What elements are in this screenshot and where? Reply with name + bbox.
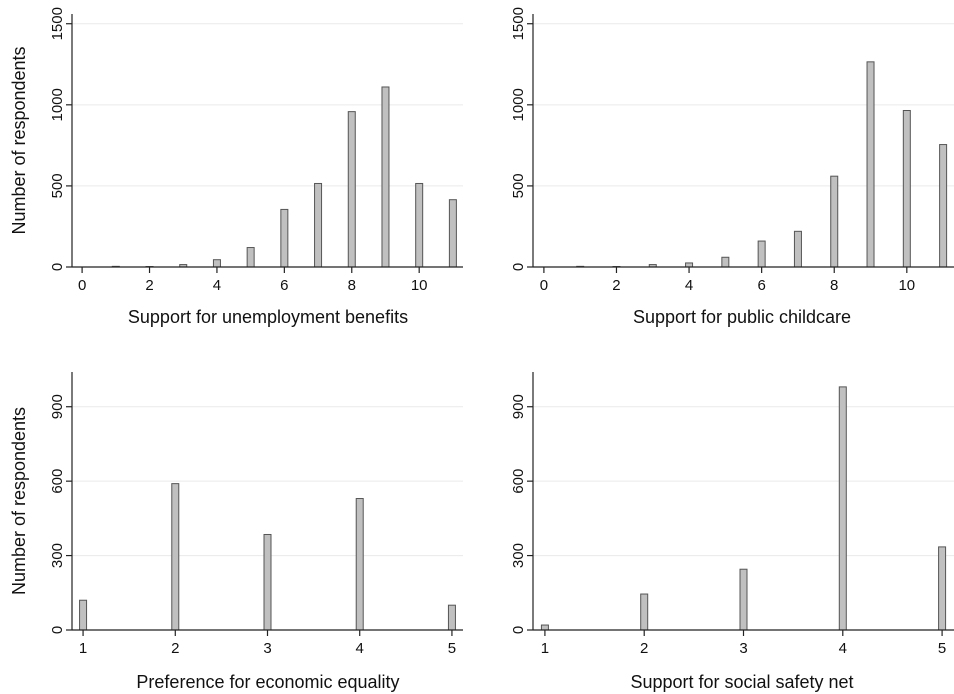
bar <box>739 568 748 631</box>
x-tick-label: 2 <box>612 277 620 294</box>
x-tick-label: 2 <box>640 640 648 657</box>
x-tick-label: 3 <box>263 640 271 657</box>
bar <box>540 624 549 631</box>
x-axis-label: Preference for economic equality <box>136 672 399 692</box>
y-tick-label: 600 <box>49 469 66 494</box>
bar <box>838 386 847 631</box>
x-tick-label: 0 <box>78 277 86 294</box>
x-tick-label: 8 <box>830 277 838 294</box>
y-tick-label: 1000 <box>510 88 527 121</box>
x-tick-label: 6 <box>757 277 765 294</box>
bar <box>757 240 766 268</box>
y-tick-label: 1500 <box>49 7 66 40</box>
x-tick-label: 4 <box>685 277 693 294</box>
panel-social-safety-net: 0 300 600 900 1 2 3 4 5 Support for social safety… <box>510 372 954 692</box>
y-tick-label: 0 <box>49 263 66 271</box>
bar <box>938 546 947 631</box>
y-tick-label: 500 <box>510 173 527 198</box>
bar <box>415 182 424 268</box>
y-tick-label: 500 <box>49 173 66 198</box>
x-tick-label: 4 <box>213 277 221 294</box>
bar <box>640 593 649 631</box>
x-axis-label: Support for public childcare <box>633 307 851 327</box>
bar <box>866 61 875 268</box>
bar <box>79 599 88 631</box>
x-tick-label: 2 <box>171 640 179 657</box>
bar <box>721 256 730 268</box>
x-tick-label: 5 <box>448 640 456 657</box>
y-tick-label: 0 <box>510 263 527 271</box>
y-tick-label: 0 <box>510 626 527 634</box>
bar <box>448 199 457 268</box>
bar <box>830 175 839 268</box>
y-tick-label: 600 <box>510 469 527 494</box>
y-tick-label: 1500 <box>510 7 527 40</box>
bar <box>263 533 272 631</box>
bar <box>939 144 948 268</box>
y-tick-label: 0 <box>49 626 66 634</box>
y-tick-label: 1000 <box>49 88 66 121</box>
x-tick-label: 5 <box>938 640 946 657</box>
y-tick-label: 900 <box>49 394 66 419</box>
panel-public-childcare: 0 500 1000 1500 0 2 4 6 8 10 Support for public ch… <box>510 7 954 327</box>
bar <box>381 86 390 268</box>
bar <box>212 259 221 268</box>
y-tick-label: 900 <box>510 394 527 419</box>
x-axis-label: Support for unemployment benefits <box>128 307 408 327</box>
bar <box>685 262 694 268</box>
bar <box>314 182 323 268</box>
x-tick-label: 3 <box>739 640 747 657</box>
bar <box>447 604 456 631</box>
x-tick-label: 10 <box>898 277 915 294</box>
y-tick-label: 300 <box>49 543 66 568</box>
x-tick-label: 2 <box>145 277 153 294</box>
x-tick-label: 4 <box>839 640 847 657</box>
bar <box>246 247 255 268</box>
x-tick-label: 1 <box>541 640 549 657</box>
bar <box>902 109 911 268</box>
x-tick-label: 0 <box>540 277 548 294</box>
y-tick-label: 300 <box>510 543 527 568</box>
bar <box>355 498 364 631</box>
x-tick-label: 8 <box>348 277 356 294</box>
x-tick-label: 10 <box>411 277 428 294</box>
x-tick-label: 4 <box>356 640 364 657</box>
bar <box>347 111 356 268</box>
y-axis-label: Number of respondents <box>9 407 29 595</box>
y-axis-label: Number of respondents <box>9 46 29 234</box>
panel-economic-equality: 0 300 600 900 1 2 3 4 5 Preference for economic e… <box>9 372 463 692</box>
x-tick-label: 1 <box>79 640 87 657</box>
x-tick-label: 6 <box>280 277 288 294</box>
bar <box>280 208 289 268</box>
bar <box>171 483 180 631</box>
x-axis-label: Support for social safety net <box>630 672 853 692</box>
bar <box>793 230 802 268</box>
